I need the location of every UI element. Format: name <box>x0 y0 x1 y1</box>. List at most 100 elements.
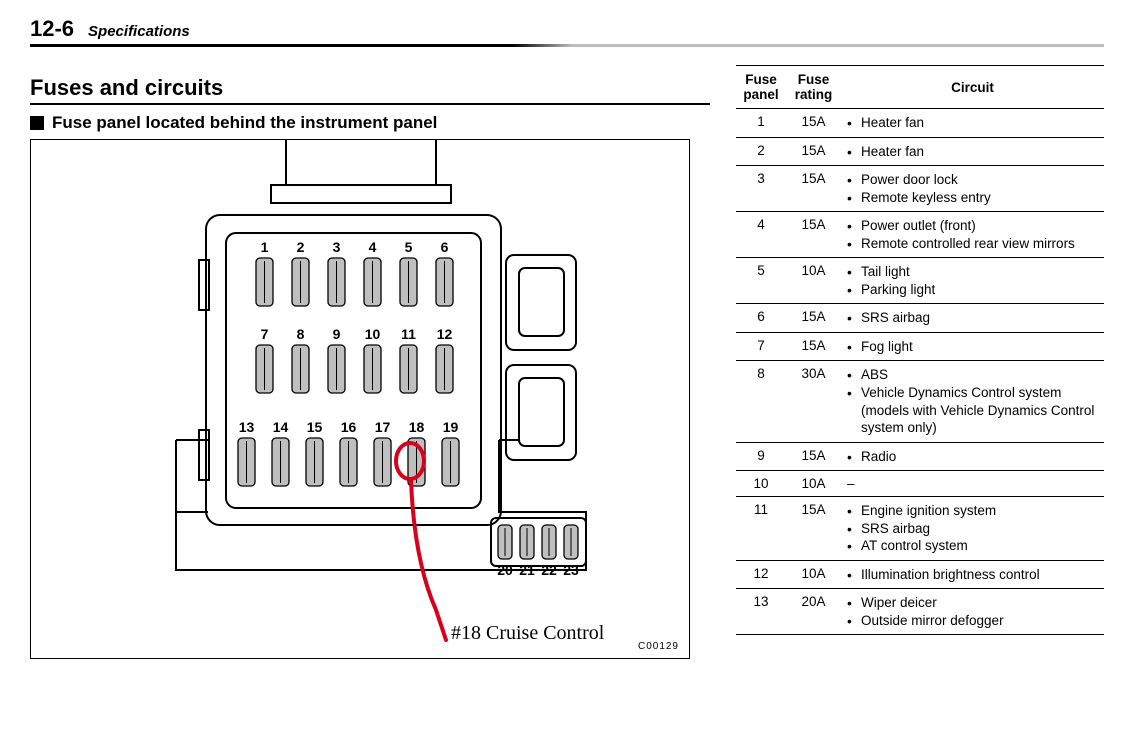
circuit-dash: – <box>845 476 855 491</box>
table-row: 1210AIllumination brightness control <box>736 560 1104 589</box>
page-header: 12-6 Specifications <box>30 16 1104 47</box>
table-row: 830AABSVehicle Dynamics Control system (… <box>736 361 1104 442</box>
svg-text:12: 12 <box>437 326 453 342</box>
diagram-code: C00129 <box>638 641 679 652</box>
cell-circuit: – <box>841 471 1104 497</box>
circuit-item: Illumination brightness control <box>845 566 1100 584</box>
circuit-item: Outside mirror defogger <box>845 612 1100 630</box>
section-title: Specifications <box>88 23 190 40</box>
svg-text:13: 13 <box>239 419 255 435</box>
circuit-item: Vehicle Dynamics Control system (models … <box>845 384 1100 437</box>
cell-circuit: Wiper deicerOutside mirror defogger <box>841 589 1104 635</box>
svg-text:6: 6 <box>441 239 449 255</box>
table-row: 315APower door lockRemote keyless entry <box>736 166 1104 212</box>
cell-panel: 9 <box>736 442 786 471</box>
cell-rating: 10A <box>786 471 841 497</box>
svg-text:21: 21 <box>519 562 535 578</box>
table-row: 1115AEngine ignition systemSRS airbagAT … <box>736 497 1104 561</box>
cell-circuit: Heater fan <box>841 137 1104 166</box>
svg-text:23: 23 <box>563 562 579 578</box>
cell-rating: 15A <box>786 442 841 471</box>
cell-rating: 30A <box>786 361 841 442</box>
cell-circuit: Fog light <box>841 332 1104 361</box>
cell-rating: 20A <box>786 589 841 635</box>
cell-circuit: Power outlet (front)Remote controlled re… <box>841 212 1104 258</box>
svg-text:5: 5 <box>405 239 413 255</box>
cell-panel: 2 <box>736 137 786 166</box>
svg-text:19: 19 <box>443 419 459 435</box>
bullet-square-icon <box>30 116 44 130</box>
cell-panel: 13 <box>736 589 786 635</box>
svg-text:1: 1 <box>261 239 269 255</box>
cell-rating: 15A <box>786 137 841 166</box>
cell-circuit: Illumination brightness control <box>841 560 1104 589</box>
svg-text:22: 22 <box>541 562 557 578</box>
cell-circuit: Engine ignition systemSRS airbagAT contr… <box>841 497 1104 561</box>
circuit-item: SRS airbag <box>845 309 1100 327</box>
circuit-item: Engine ignition system <box>845 502 1100 520</box>
cell-panel: 1 <box>736 109 786 138</box>
cell-rating: 15A <box>786 109 841 138</box>
table-row: 715AFog light <box>736 332 1104 361</box>
svg-text:11: 11 <box>401 326 416 342</box>
cell-panel: 4 <box>736 212 786 258</box>
cell-circuit: ABSVehicle Dynamics Control system (mode… <box>841 361 1104 442</box>
cell-circuit: Heater fan <box>841 109 1104 138</box>
svg-text:10: 10 <box>365 326 381 342</box>
circuit-item: ABS <box>845 366 1100 384</box>
table-row: 915ARadio <box>736 442 1104 471</box>
circuit-item: Remote controlled rear view mirrors <box>845 235 1100 253</box>
svg-text:4: 4 <box>369 239 377 255</box>
table-row: 415APower outlet (front)Remote controlle… <box>736 212 1104 258</box>
cell-rating: 15A <box>786 304 841 333</box>
cell-rating: 10A <box>786 258 841 304</box>
cell-rating: 15A <box>786 212 841 258</box>
cell-panel: 10 <box>736 471 786 497</box>
cell-circuit: SRS airbag <box>841 304 1104 333</box>
svg-text:16: 16 <box>341 419 357 435</box>
cell-panel: 7 <box>736 332 786 361</box>
svg-text:20: 20 <box>497 562 513 578</box>
cell-panel: 8 <box>736 361 786 442</box>
cell-panel: 5 <box>736 258 786 304</box>
circuit-item: Radio <box>845 448 1100 466</box>
table-row: 510ATail lightParking light <box>736 258 1104 304</box>
cell-circuit: Power door lockRemote keyless entry <box>841 166 1104 212</box>
cell-rating: 15A <box>786 166 841 212</box>
circuit-item: Heater fan <box>845 114 1100 132</box>
heading-sub: Fuse panel located behind the instrument… <box>30 113 710 133</box>
col-head-rating: Fuse rating <box>786 66 841 109</box>
cell-panel: 12 <box>736 560 786 589</box>
page-number: 12-6 <box>30 16 74 42</box>
svg-text:9: 9 <box>333 326 341 342</box>
cell-rating: 15A <box>786 332 841 361</box>
circuit-item: Power door lock <box>845 171 1100 189</box>
svg-text:7: 7 <box>261 326 269 342</box>
col-head-circuit: Circuit <box>841 66 1104 109</box>
fuse-diagram: 1234567891011121314151617181920212223 #1… <box>30 139 690 659</box>
cell-panel: 6 <box>736 304 786 333</box>
table-row: 1320AWiper deicerOutside mirror defogger <box>736 589 1104 635</box>
cell-circuit: Radio <box>841 442 1104 471</box>
circuit-item: Heater fan <box>845 143 1100 161</box>
circuit-item: Tail light <box>845 263 1100 281</box>
circuit-item: Power outlet (front) <box>845 217 1100 235</box>
annotation-label: #18 Cruise Control <box>451 622 604 645</box>
circuit-item: Fog light <box>845 338 1100 356</box>
table-row: 215AHeater fan <box>736 137 1104 166</box>
table-row: 1010A– <box>736 471 1104 497</box>
fuse-table: Fuse panel Fuse rating Circuit 115AHeate… <box>736 65 1104 635</box>
heading-sub-text: Fuse panel located behind the instrument… <box>52 113 437 133</box>
cell-circuit: Tail lightParking light <box>841 258 1104 304</box>
svg-text:8: 8 <box>297 326 305 342</box>
table-row: 615ASRS airbag <box>736 304 1104 333</box>
circuit-item: Parking light <box>845 281 1100 299</box>
fuse-diagram-svg: 1234567891011121314151617181920212223 <box>31 140 691 660</box>
heading-main: Fuses and circuits <box>30 75 710 105</box>
circuit-item: Remote keyless entry <box>845 189 1100 207</box>
svg-text:17: 17 <box>375 419 391 435</box>
cell-rating: 10A <box>786 560 841 589</box>
svg-text:2: 2 <box>297 239 305 255</box>
svg-text:18: 18 <box>409 419 425 435</box>
svg-text:15: 15 <box>307 419 323 435</box>
